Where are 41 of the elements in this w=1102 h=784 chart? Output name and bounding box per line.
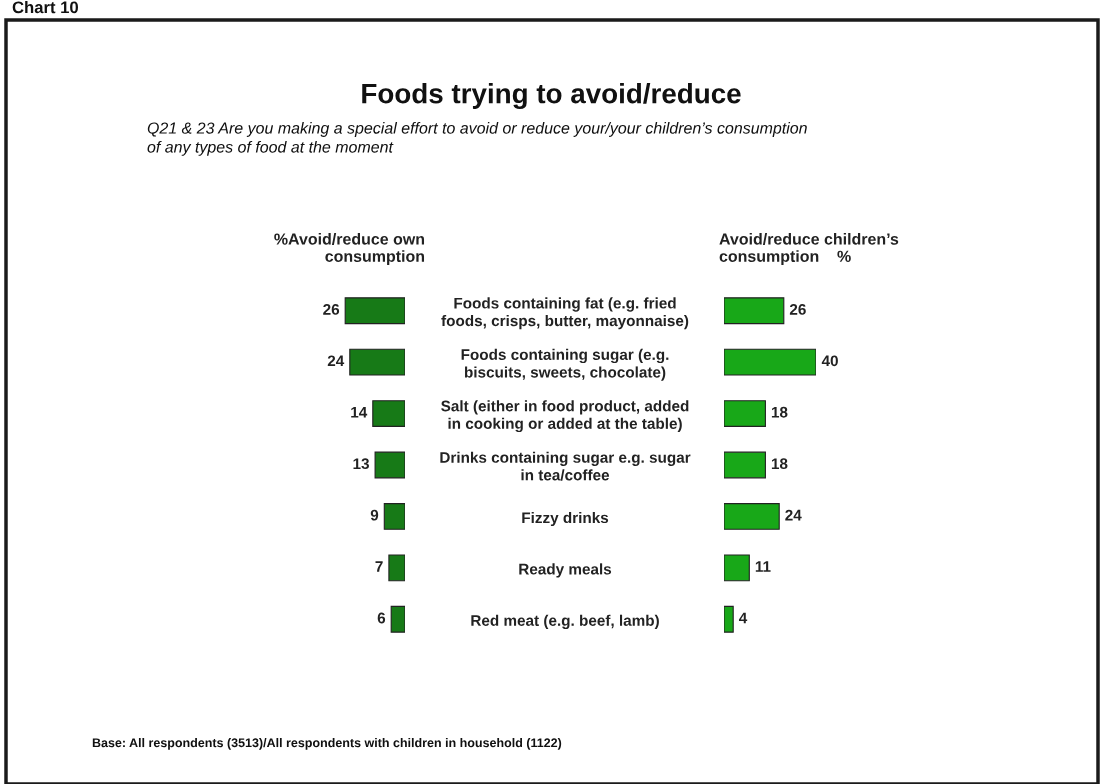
bar xyxy=(724,554,750,582)
bar xyxy=(349,348,405,376)
bar xyxy=(724,451,766,479)
chart-title: %Avoid/reduce own consumption xyxy=(274,233,425,266)
text: Foods trying to avoid/reduce xyxy=(362,83,741,110)
y-tick-label: Fizzy drinks xyxy=(522,511,609,527)
y-tick-label: Foods containing fat (e.g. fried foods, crisps, butter, mayonnaise) xyxy=(441,297,689,330)
bar xyxy=(374,451,405,479)
bar xyxy=(344,297,405,325)
data-label: 40 xyxy=(821,355,838,367)
data-label: 26 xyxy=(789,304,806,315)
y-tick-label: Red meat (e.g. beef, lamb) xyxy=(471,614,659,630)
bar xyxy=(724,503,780,530)
data-label: 13 xyxy=(353,458,369,470)
bar xyxy=(383,503,405,530)
text: Q21 & 23 Are you making a special effort to avoid or reduce your/your children’s consumption of any types of food at the moment xyxy=(147,122,807,156)
data-label: 6 xyxy=(377,612,386,624)
bar xyxy=(724,297,785,325)
bar xyxy=(724,348,816,376)
bar xyxy=(724,400,766,427)
data-label: 24 xyxy=(327,355,345,367)
data-label: 9 xyxy=(370,509,379,521)
bar xyxy=(372,400,405,427)
y-tick-label: Salt (either in food product, added in cooking or added at the table) xyxy=(441,400,689,433)
data-label: 11 xyxy=(755,561,771,572)
y-tick-label: Ready meals xyxy=(519,563,612,578)
y-tick-label: Foods containing sugar (e.g. biscuits, sweets, chocolate) xyxy=(461,348,669,381)
bar xyxy=(724,605,734,633)
data-label: 18 xyxy=(771,406,788,418)
data-label: 4 xyxy=(738,612,748,624)
data-label: 18 xyxy=(771,458,788,470)
caption: Chart 10 xyxy=(12,1,79,14)
y-tick-label: Drinks containing sugar e.g. sugar in tea/coffee xyxy=(440,451,691,481)
data-label: 26 xyxy=(323,304,340,315)
data-label: 7 xyxy=(375,561,383,572)
bar xyxy=(388,554,405,582)
text: Base: All respondents (3513)/All respondents with children in household (1122) xyxy=(92,738,562,750)
chart-title: Avoid/reduce children’s consumption % xyxy=(719,233,899,266)
data-label: 14 xyxy=(351,407,368,418)
data-label: 24 xyxy=(785,509,802,521)
bar xyxy=(390,605,405,633)
